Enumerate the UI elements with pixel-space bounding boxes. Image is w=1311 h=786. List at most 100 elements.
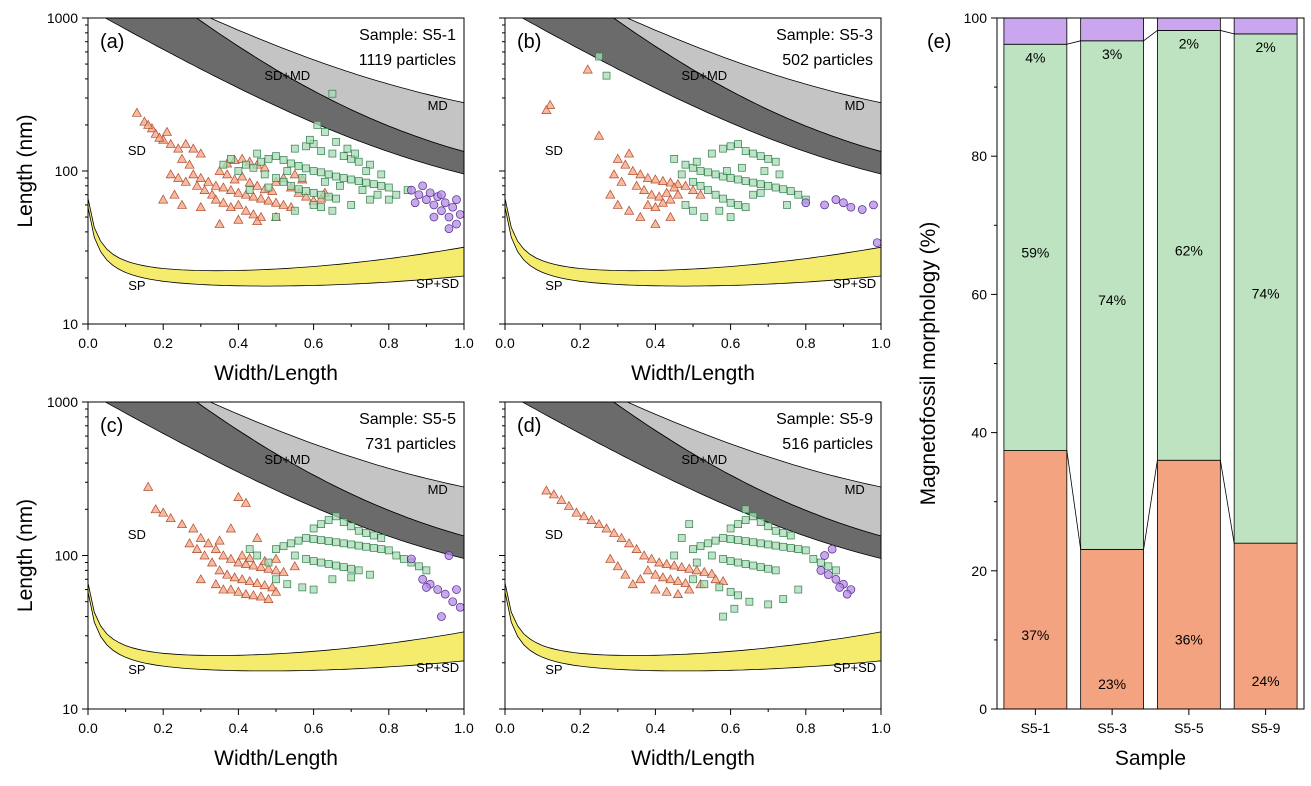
- square-marker: [422, 566, 431, 575]
- triangle-marker: [195, 148, 206, 158]
- square-marker: [749, 178, 758, 187]
- square-marker: [734, 520, 742, 529]
- triangle-marker: [263, 593, 274, 603]
- square-marker: [707, 551, 716, 560]
- bar-segment-top: [1080, 17, 1144, 42]
- square-marker: [317, 558, 325, 567]
- triangle-marker: [650, 569, 661, 579]
- triangle-marker: [255, 211, 267, 221]
- triangle-marker: [237, 171, 248, 181]
- x-axis-title: Width/Length: [214, 747, 338, 770]
- square-marker: [366, 160, 374, 169]
- circle-marker: [452, 585, 461, 594]
- triangle-marker: [218, 182, 229, 192]
- square-marker: [321, 128, 329, 136]
- circle-marker: [455, 210, 464, 219]
- triangle-marker: [210, 579, 221, 589]
- square-marker: [771, 183, 780, 192]
- square-marker: [324, 516, 333, 524]
- circle-marker: [422, 583, 431, 592]
- square-marker: [324, 560, 333, 568]
- square-marker: [253, 149, 262, 158]
- circle-marker: [440, 589, 450, 599]
- triangle-marker: [608, 527, 620, 537]
- zone-label: SD+MD: [681, 452, 727, 467]
- x-tick-label: 0.8: [796, 720, 816, 736]
- square-marker: [726, 198, 735, 207]
- square-marker: [670, 551, 679, 560]
- square-marker: [692, 157, 701, 166]
- triangle-marker: [252, 180, 263, 190]
- triangle-marker: [206, 189, 218, 199]
- square-marker: [245, 545, 254, 553]
- square-marker: [366, 195, 374, 204]
- square-marker: [734, 558, 742, 567]
- square-marker: [696, 542, 705, 551]
- square-marker: [677, 534, 686, 542]
- bar-value-label: 74%: [1098, 292, 1126, 308]
- triangle-marker: [191, 543, 203, 553]
- square-marker: [369, 544, 378, 552]
- circle-marker: [433, 585, 443, 594]
- square-marker: [377, 545, 386, 553]
- square-marker: [726, 174, 735, 182]
- triangle-marker: [255, 591, 267, 601]
- square-marker: [779, 185, 788, 194]
- square-marker: [354, 526, 363, 535]
- triangle-marker: [263, 563, 274, 573]
- bar-segment-middle: [1003, 43, 1068, 451]
- y-tick-label: 10: [62, 316, 78, 332]
- triangle-marker: [150, 504, 161, 514]
- square-marker: [775, 170, 784, 179]
- triangle-marker: [657, 175, 669, 185]
- circle-marker: [835, 583, 844, 592]
- triangle-marker: [669, 560, 680, 570]
- x-tick-label: 1.0: [454, 720, 474, 736]
- zone-label: SP: [545, 278, 562, 293]
- circle-marker: [418, 574, 427, 584]
- bar-segment-bottom: [1003, 450, 1068, 710]
- triangle-marker: [158, 507, 169, 517]
- triangle-marker: [545, 99, 556, 109]
- triangle-marker: [199, 184, 210, 194]
- square-marker: [595, 52, 603, 61]
- x-tick-label: S5-1: [1021, 720, 1051, 736]
- circle-marker: [437, 206, 446, 216]
- bar-value-label: 59%: [1021, 244, 1049, 260]
- panel-letter: (e): [927, 31, 951, 53]
- triangle-marker: [206, 557, 218, 567]
- square-marker: [696, 167, 705, 175]
- triangle-marker: [233, 557, 244, 567]
- circle-marker: [869, 200, 878, 210]
- zone-label: SP: [545, 662, 562, 677]
- triangle-marker: [684, 563, 695, 573]
- square-marker: [384, 195, 393, 204]
- triangle-marker: [654, 191, 665, 201]
- square-marker: [264, 183, 273, 192]
- square-marker: [309, 167, 318, 175]
- square-marker: [816, 558, 825, 567]
- y-axis-title: Length (nm): [14, 114, 37, 227]
- triangle-marker: [650, 201, 661, 212]
- square-marker: [332, 512, 341, 521]
- zone-label: SP+SD: [416, 660, 459, 675]
- triangle-marker: [548, 489, 559, 499]
- triangle-marker: [248, 191, 259, 201]
- triangle-marker: [244, 177, 255, 187]
- bar-segment-middle: [1080, 40, 1144, 550]
- triangle-marker: [214, 165, 225, 175]
- triangle-marker: [563, 500, 575, 510]
- triangle-marker: [225, 584, 236, 594]
- square-marker: [317, 168, 325, 177]
- triangle-marker: [199, 550, 210, 560]
- square-marker: [317, 147, 325, 155]
- circle-marker: [455, 602, 464, 612]
- triangle-marker: [672, 588, 684, 599]
- triangle-marker: [672, 575, 684, 586]
- triangle-marker: [240, 558, 252, 568]
- x-axis-title: Width/Length: [214, 362, 338, 385]
- triangle-marker: [233, 214, 244, 224]
- square-marker: [764, 564, 773, 573]
- panel-a: 0.0 0.2 0.4 0.6 0.8 1.0 10 100 1000 Length (nm) Wi…: [14, 10, 474, 385]
- triangle-marker: [214, 218, 225, 228]
